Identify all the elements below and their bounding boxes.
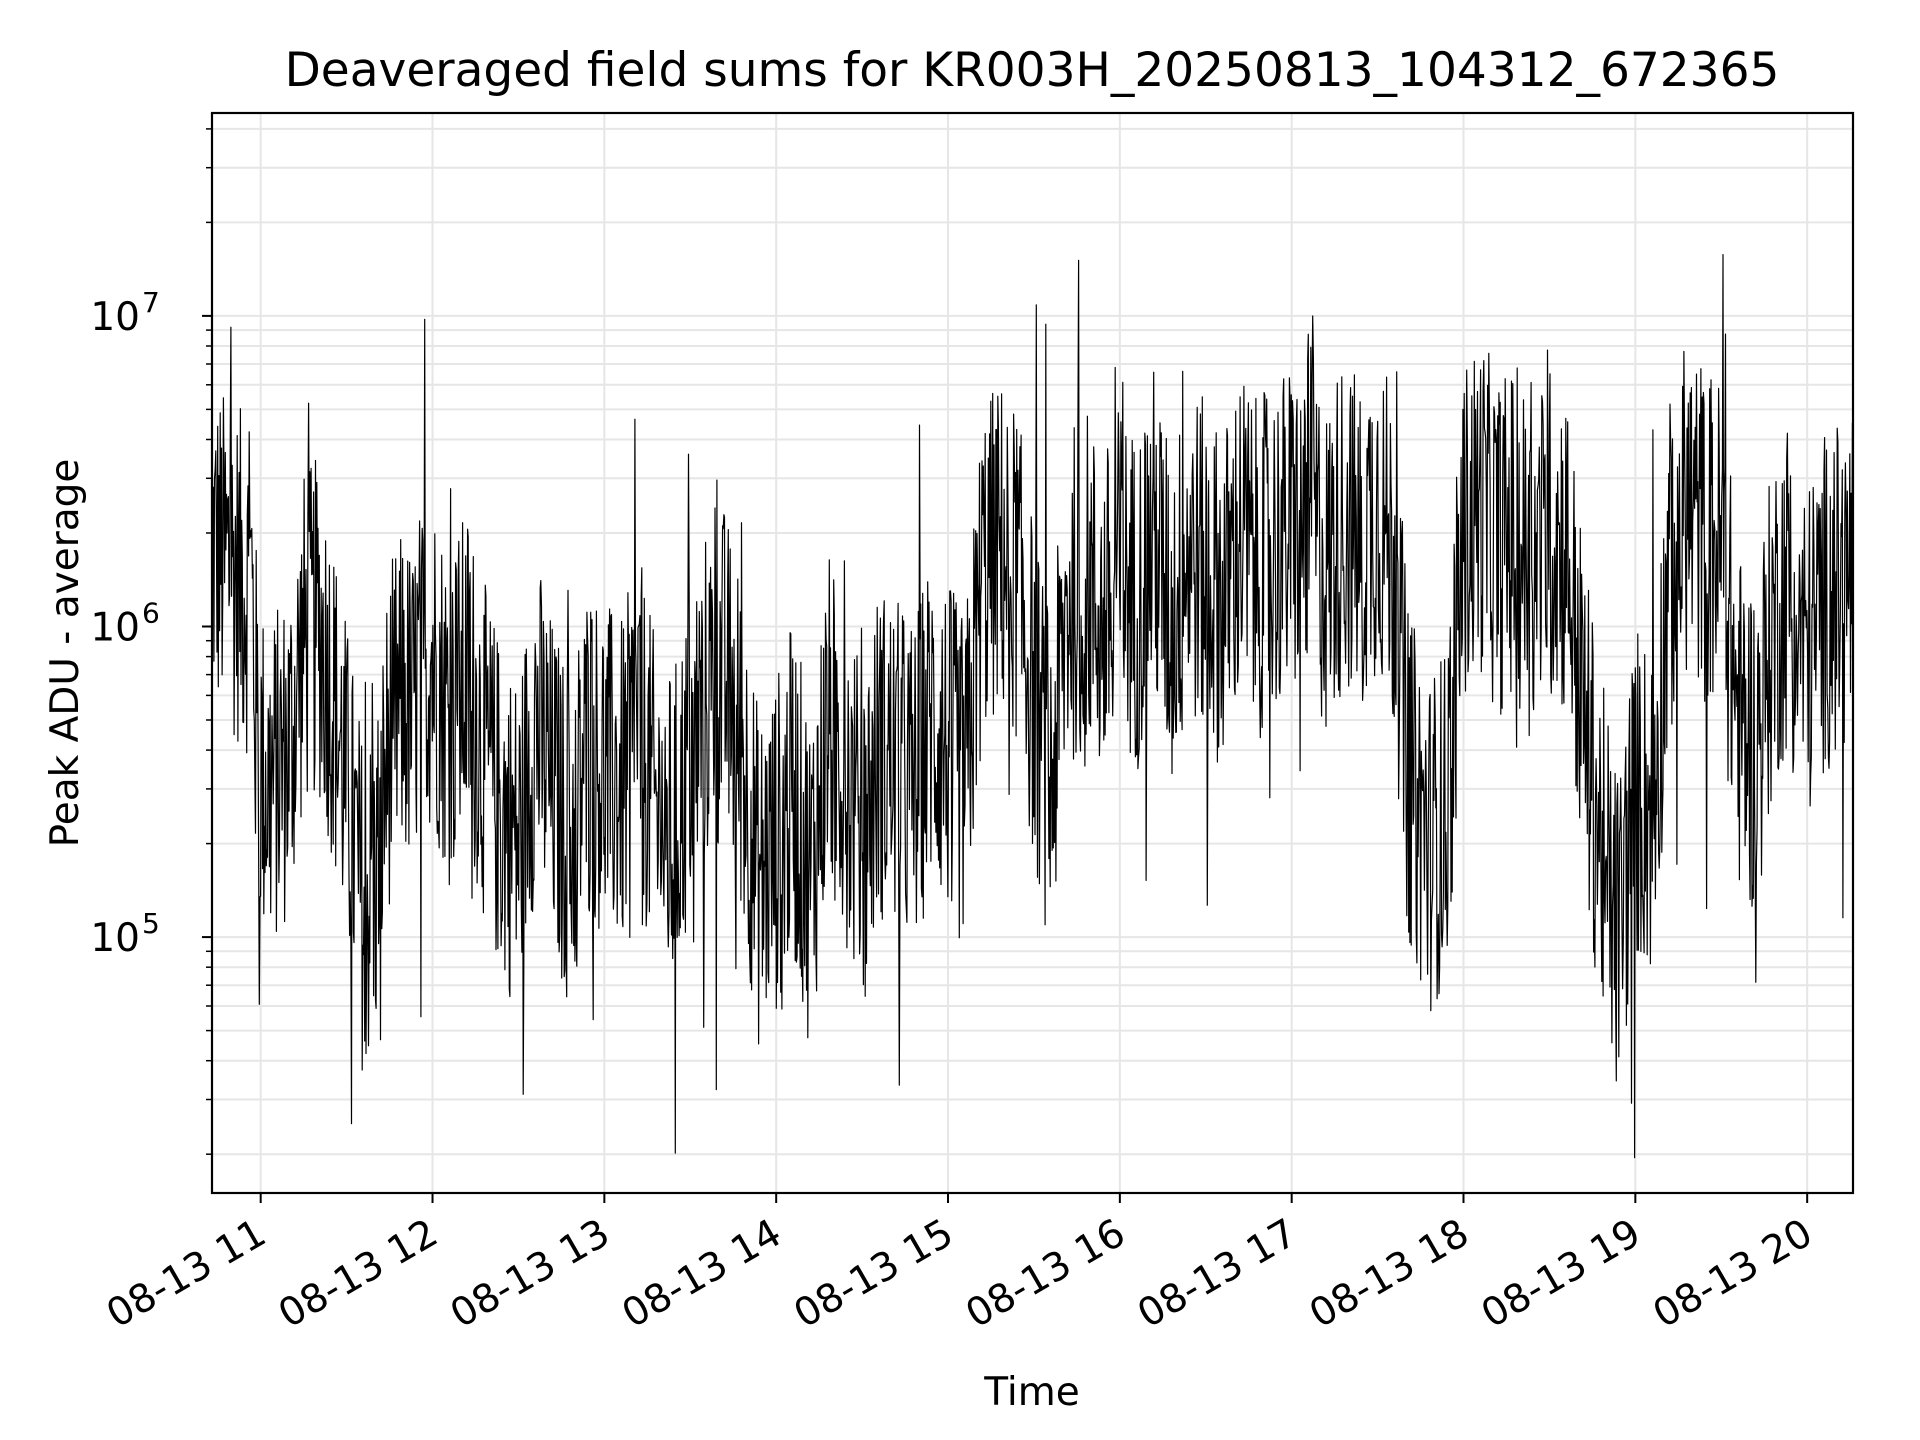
y-axis-label: Peak ADU - average [43,459,88,848]
y-tick-exponent: 6 [142,596,160,629]
series-line [211,254,1854,1159]
y-tick-label: 10 [90,295,140,340]
chart-title: Deaveraged field sums for KR003H_2025081… [285,43,1780,98]
y-tick-exponent: 7 [142,286,160,319]
y-tick-exponent: 5 [142,907,160,940]
series-group [211,254,1854,1159]
x-axis-label: Time [983,1370,1079,1415]
y-tick-label: 10 [90,605,140,650]
y-tick-label: 10 [90,916,140,961]
plot-frame [210,111,1855,1195]
